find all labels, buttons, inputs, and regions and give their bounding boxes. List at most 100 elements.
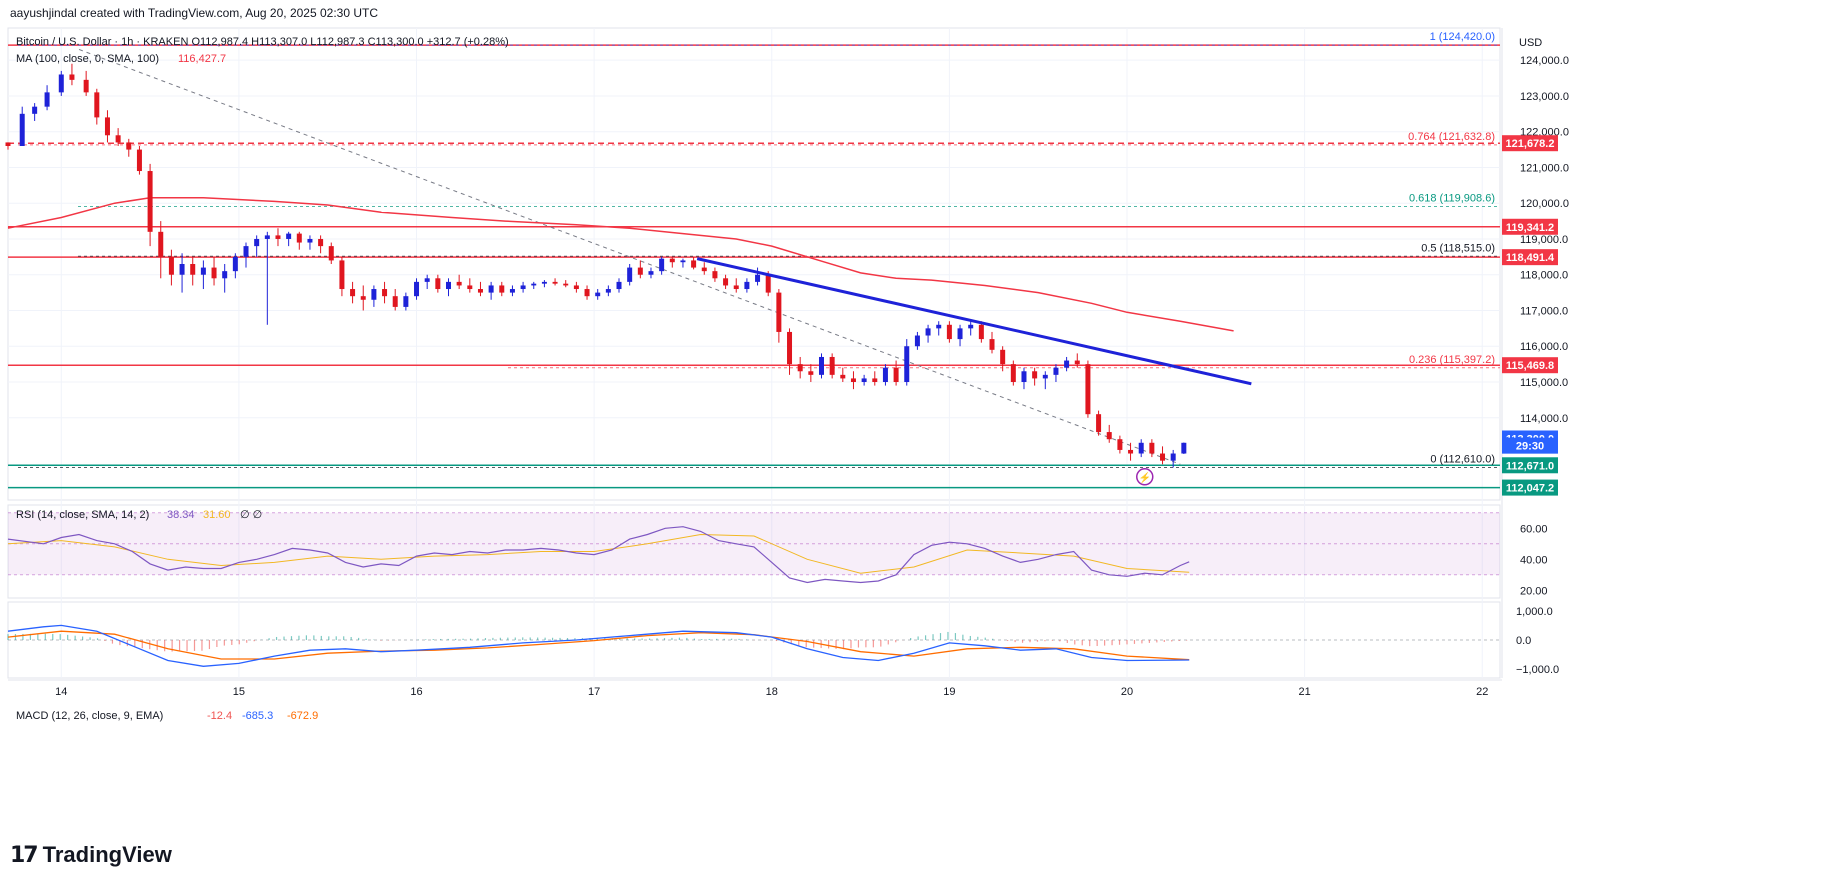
- candle-body: [1010, 364, 1016, 382]
- candle-body: [573, 285, 579, 290]
- candle-body: [211, 267, 217, 279]
- price-axis-tag-text: 112,047.2: [1506, 483, 1554, 495]
- price-chart[interactable]: 124,000.0123,000.0122,000.0121,000.0120,…: [0, 0, 1835, 830]
- macd-hist-value: -12.4: [207, 710, 232, 722]
- candle-body: [222, 271, 228, 279]
- candle-body: [477, 289, 483, 293]
- candle-body: [499, 285, 505, 293]
- price-tick-label: 118,000.0: [1520, 270, 1568, 282]
- price-tick-label: 114,000.0: [1520, 413, 1568, 425]
- candle-body: [850, 378, 856, 382]
- candle-body: [787, 331, 793, 365]
- price-tick-label: 120,000.0: [1520, 198, 1569, 210]
- candle-body: [605, 289, 611, 293]
- candle-body: [58, 74, 64, 93]
- rsi-tick-label: 20.00: [1520, 585, 1548, 597]
- candle-body: [797, 364, 803, 372]
- macd-tick-label: 1,000.0: [1516, 606, 1553, 618]
- candle-body: [584, 289, 590, 297]
- time-tick-label: 20: [1121, 686, 1133, 698]
- candle-body: [158, 231, 164, 257]
- price-axis-tag-text: 118,491.4: [1506, 252, 1555, 264]
- time-tick-label: 16: [410, 686, 422, 698]
- candle-body: [69, 74, 75, 80]
- candle-body: [957, 328, 963, 340]
- candle-body: [776, 292, 782, 332]
- candle-body: [318, 238, 324, 247]
- candle-body: [541, 281, 547, 284]
- candle-body: [914, 335, 920, 347]
- fib-level-label: 0.236 (115,397.2): [1409, 354, 1495, 366]
- candle-body: [339, 260, 345, 290]
- candle-body: [445, 281, 451, 290]
- price-tick-label: 115,000.0: [1520, 377, 1568, 389]
- candle-body: [1128, 449, 1134, 454]
- candle-body: [467, 285, 473, 290]
- candle-body: [1117, 439, 1123, 450]
- candle-body: [264, 235, 270, 239]
- macd-legend: MACD (12, 26, close, 9, EMA): [16, 710, 163, 722]
- candle-body: [701, 267, 707, 272]
- candle-body: [1053, 367, 1059, 375]
- tradingview-logo[interactable]: 17 TradingView: [10, 842, 172, 868]
- candle-body: [765, 274, 771, 293]
- candle-body: [328, 246, 334, 261]
- candle-body: [382, 289, 388, 297]
- tradingview-mark-icon: 17: [10, 842, 39, 868]
- candle-body: [1170, 453, 1176, 461]
- candle-body: [723, 278, 729, 286]
- candle-body: [296, 233, 302, 243]
- candle-body: [275, 235, 281, 239]
- candle-body: [168, 256, 174, 275]
- macd-value: -685.3: [242, 710, 273, 722]
- ma-legend: MA (100, close, 0, SMA, 100): [16, 53, 159, 65]
- candle-body: [403, 296, 409, 307]
- candle-body: [818, 356, 824, 375]
- candle-body: [659, 258, 665, 272]
- candle-body: [755, 274, 761, 282]
- price-axis-tag: [1502, 437, 1558, 454]
- candle-body: [733, 285, 739, 290]
- candle-body: [861, 378, 867, 382]
- bearish-trendline: [696, 257, 1252, 386]
- price-axis-tag: [1502, 457, 1558, 474]
- candle-body: [190, 264, 196, 275]
- candle-body: [232, 256, 238, 272]
- time-tick-label: 22: [1476, 686, 1488, 698]
- candle-body: [414, 281, 420, 297]
- time-tick-label: 15: [233, 686, 245, 698]
- candle-body: [147, 171, 153, 232]
- candle-body: [509, 289, 515, 293]
- candle-body: [104, 117, 110, 136]
- candle-body: [392, 296, 398, 307]
- price-tick-label: 121,000.0: [1520, 162, 1569, 174]
- candle-body: [1000, 349, 1006, 365]
- price-tick-label: 124,000.0: [1520, 55, 1569, 67]
- candle-body: [520, 285, 526, 290]
- alert-icon: [1136, 468, 1154, 486]
- candle-body: [616, 281, 622, 290]
- candle-body: [1181, 442, 1187, 454]
- fib-level-label: 0 (112,610.0): [1430, 453, 1495, 465]
- candle-body: [115, 135, 121, 143]
- candle-body: [243, 246, 249, 257]
- rsi-tick-label: 60.00: [1520, 523, 1548, 535]
- candle-body: [691, 260, 697, 268]
- fib-level-label: 0.618 (119,908.6): [1409, 192, 1495, 204]
- candle-body: [978, 324, 984, 340]
- rsi-sma-value: 31.60: [203, 509, 231, 521]
- candle-body: [126, 142, 132, 150]
- rsi-value: 38.34: [167, 509, 195, 521]
- ma-legend-value: 116,427.7: [178, 53, 226, 65]
- price-axis-tag-text: 29:30: [1516, 441, 1544, 453]
- rsi-line: [7, 526, 1190, 584]
- price-axis-tag: [1502, 135, 1558, 152]
- fib-level-label: 0.764 (121,632.8): [1408, 131, 1495, 143]
- candle-body: [936, 324, 942, 329]
- chart-attribution: aayushjindal created with TradingView.co…: [10, 6, 379, 20]
- candle-body: [1160, 453, 1166, 461]
- candle-body: [680, 260, 686, 263]
- time-tick-label: 17: [588, 686, 600, 698]
- candle-body: [531, 283, 537, 286]
- candle-body: [360, 296, 366, 300]
